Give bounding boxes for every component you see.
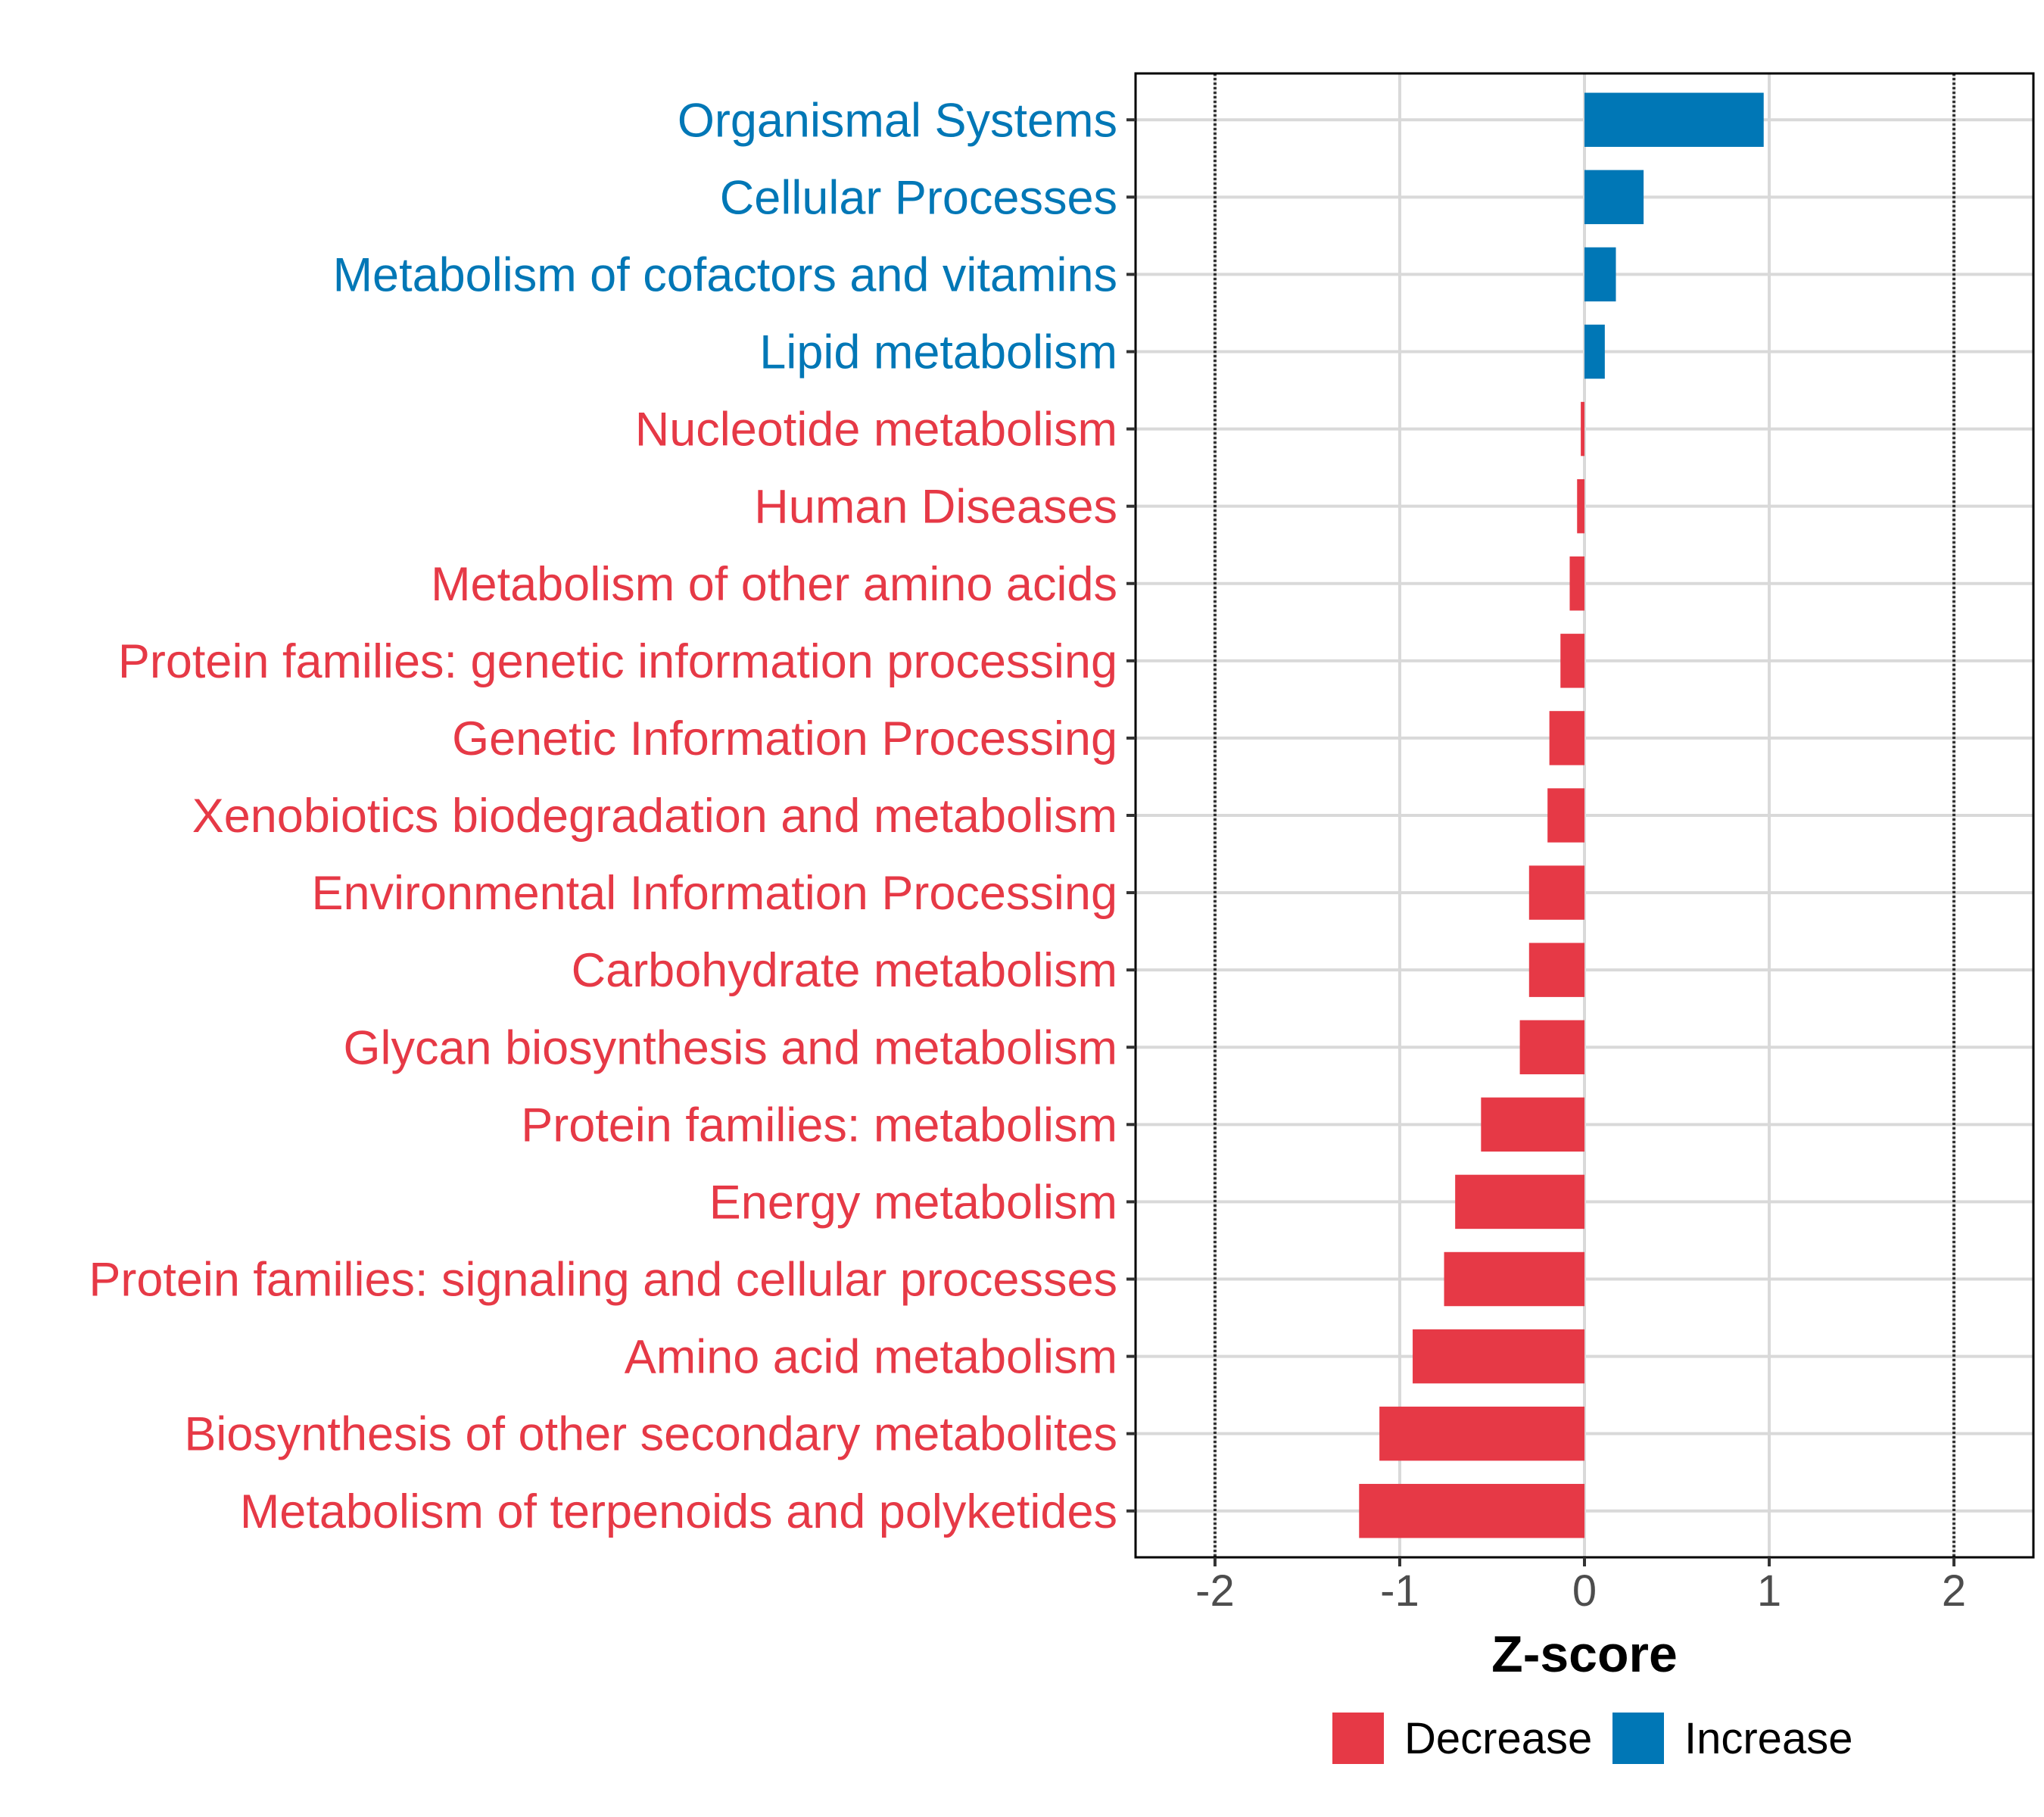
legend-key <box>1332 1713 1384 1764</box>
bar <box>1413 1329 1584 1384</box>
category-label: Carbohydrate metabolism <box>572 944 1117 997</box>
bar <box>1584 324 1605 379</box>
category-label: Energy metabolism <box>709 1176 1117 1229</box>
legend-label: Increase <box>1684 1714 1852 1763</box>
category-label: Protein families: genetic information pr… <box>118 635 1117 688</box>
category-label: Nucleotide metabolism <box>635 404 1117 457</box>
category-label: Protein families: metabolism <box>521 1099 1117 1152</box>
category-label: Glycan biosynthesis and metabolism <box>344 1021 1118 1074</box>
category-label: Metabolism of terpenoids and polyketides <box>240 1485 1117 1538</box>
x-tick-label: 0 <box>1572 1566 1597 1616</box>
bar <box>1569 556 1584 611</box>
category-label: Biosynthesis of other secondary metaboli… <box>184 1408 1117 1461</box>
bar <box>1444 1251 1584 1307</box>
legend: Decrease Increase <box>1332 1713 1852 1764</box>
bar <box>1359 1484 1584 1538</box>
x-axis: -2 -1 0 1 2 <box>1195 1557 1966 1616</box>
bar <box>1519 1020 1584 1074</box>
bar <box>1584 247 1616 302</box>
category-label: Human Diseases <box>754 481 1117 534</box>
bar <box>1528 943 1584 997</box>
bar <box>1455 1174 1584 1230</box>
x-tick-label: -1 <box>1380 1566 1419 1616</box>
x-tick-label: -2 <box>1195 1566 1235 1616</box>
bar <box>1581 401 1584 457</box>
category-label: Organismal Systems <box>678 94 1117 147</box>
category-label: Environmental Information Processing <box>311 867 1117 920</box>
x-tick-label: 1 <box>1757 1566 1781 1616</box>
category-label: Xenobiotics biodegradation and metabolis… <box>192 790 1117 843</box>
bar <box>1379 1406 1584 1461</box>
category-label: Metabolism of cofactors and vitamins <box>333 248 1117 301</box>
category-label: Genetic Information Processing <box>452 712 1117 765</box>
bar <box>1549 711 1584 765</box>
legend-key <box>1612 1713 1664 1764</box>
category-label: Lipid metabolism <box>759 326 1117 379</box>
bar <box>1547 788 1584 843</box>
x-tick-label: 2 <box>1942 1566 1966 1616</box>
bar <box>1584 170 1644 225</box>
bar <box>1584 92 1764 147</box>
plot-area <box>1134 72 2035 1559</box>
category-label: Amino acid metabolism <box>625 1331 1117 1384</box>
category-label: Cellular Processes <box>720 171 1117 224</box>
bar <box>1560 634 1584 688</box>
category-label: Metabolism of other amino acids <box>431 558 1117 611</box>
legend-label: Decrease <box>1404 1714 1592 1763</box>
bar <box>1577 478 1584 534</box>
bar <box>1481 1097 1584 1152</box>
category-labels: Organismal Systems Cellular Processes Meta… <box>89 94 1136 1538</box>
category-label: Protein families: signaling and cellular… <box>89 1254 1117 1307</box>
x-axis-title: Z-score <box>1491 1625 1678 1683</box>
bar <box>1528 865 1584 920</box>
